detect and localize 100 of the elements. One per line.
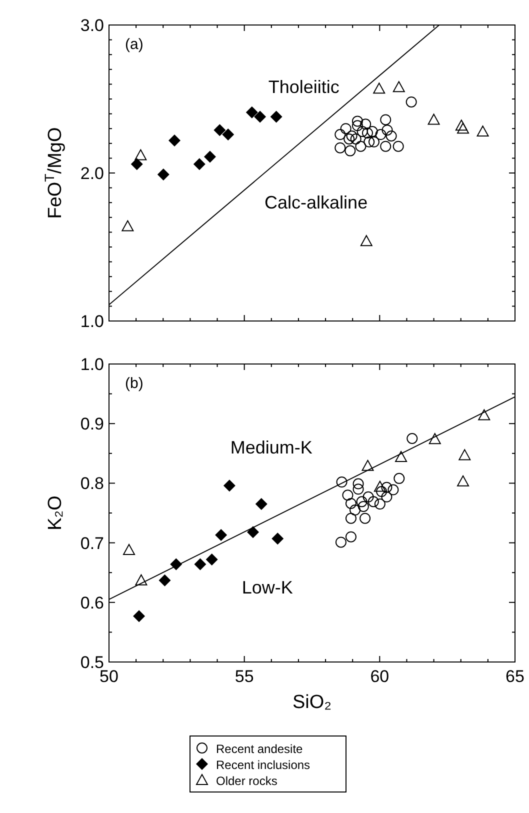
point bbox=[246, 526, 259, 538]
point bbox=[360, 235, 372, 246]
point bbox=[344, 145, 356, 156]
y-tick-label: 1.0 bbox=[80, 355, 104, 374]
point bbox=[380, 140, 392, 152]
legend-label: Recent inclusions bbox=[216, 758, 310, 772]
point bbox=[130, 158, 143, 170]
point bbox=[478, 409, 490, 420]
x-tick-label: 50 bbox=[100, 667, 118, 686]
point bbox=[123, 544, 136, 555]
point bbox=[194, 558, 206, 570]
point bbox=[345, 512, 356, 524]
y-tick-label: 1.0 bbox=[80, 312, 104, 331]
point bbox=[362, 491, 374, 502]
point bbox=[455, 120, 468, 131]
x-tick-label: 65 bbox=[506, 667, 524, 686]
point bbox=[352, 120, 363, 132]
y-axis-title: K₂O bbox=[45, 496, 66, 530]
point bbox=[345, 498, 356, 509]
point bbox=[206, 553, 218, 566]
point bbox=[345, 531, 356, 542]
annotation: Tholeiitic bbox=[268, 77, 340, 98]
point bbox=[340, 123, 352, 134]
point bbox=[134, 149, 147, 160]
y-tick-label: 0.8 bbox=[80, 474, 104, 494]
point bbox=[457, 475, 470, 486]
y-tick-label: 3.0 bbox=[80, 16, 104, 35]
point bbox=[381, 482, 392, 493]
point bbox=[428, 114, 440, 125]
annotation: Calc-alkaline bbox=[264, 192, 368, 213]
point bbox=[158, 574, 171, 586]
point bbox=[395, 450, 408, 462]
point bbox=[204, 150, 216, 163]
y-tick-label: 2.0 bbox=[80, 164, 104, 183]
point bbox=[133, 610, 146, 622]
point bbox=[272, 532, 284, 545]
point bbox=[428, 433, 441, 444]
legend-label: Recent andesite bbox=[216, 742, 304, 756]
point bbox=[388, 484, 399, 496]
point bbox=[394, 472, 405, 484]
point bbox=[373, 82, 386, 94]
point bbox=[355, 140, 366, 152]
point bbox=[214, 124, 226, 136]
point bbox=[358, 500, 369, 512]
point bbox=[246, 106, 258, 118]
point bbox=[344, 133, 355, 144]
point bbox=[366, 126, 378, 138]
point bbox=[350, 133, 362, 144]
point bbox=[360, 512, 371, 524]
point bbox=[386, 130, 397, 142]
point bbox=[223, 480, 236, 492]
point bbox=[193, 158, 206, 170]
point bbox=[368, 136, 380, 148]
x-tick-label: 55 bbox=[234, 667, 254, 686]
point bbox=[215, 529, 228, 542]
point bbox=[342, 490, 354, 501]
point bbox=[254, 110, 266, 123]
point bbox=[168, 134, 180, 146]
point bbox=[255, 498, 268, 510]
point bbox=[270, 110, 282, 123]
point bbox=[382, 124, 393, 136]
point bbox=[135, 574, 148, 586]
point bbox=[362, 128, 373, 139]
point bbox=[406, 96, 417, 108]
point bbox=[375, 129, 386, 140]
text: (a) bbox=[125, 36, 144, 53]
point bbox=[157, 168, 170, 180]
point bbox=[392, 81, 405, 92]
text: (b) bbox=[125, 375, 144, 392]
point bbox=[376, 486, 388, 498]
x-tick-label: 60 bbox=[370, 667, 390, 686]
point bbox=[346, 130, 358, 142]
point bbox=[356, 496, 368, 508]
point bbox=[392, 140, 404, 152]
point bbox=[352, 478, 364, 490]
point bbox=[380, 114, 392, 126]
point bbox=[458, 449, 471, 460]
point bbox=[362, 460, 374, 471]
y-tick-label: 0.6 bbox=[80, 593, 104, 612]
point bbox=[336, 476, 348, 488]
point bbox=[122, 220, 134, 232]
point bbox=[381, 491, 392, 502]
point bbox=[368, 496, 379, 508]
annotation: Low-K bbox=[242, 577, 293, 598]
point bbox=[222, 128, 234, 141]
point bbox=[350, 504, 361, 516]
point bbox=[356, 126, 368, 138]
legend-label: Older rocks bbox=[216, 774, 278, 788]
point bbox=[360, 118, 372, 130]
point bbox=[457, 122, 470, 134]
point bbox=[352, 116, 363, 127]
annotation: Medium-K bbox=[230, 437, 312, 458]
point bbox=[335, 536, 346, 548]
point bbox=[334, 129, 346, 140]
x-axis-title: SiO₂ bbox=[292, 692, 332, 713]
y-tick-label: 0.9 bbox=[80, 414, 104, 434]
point bbox=[374, 498, 386, 510]
point bbox=[476, 126, 489, 137]
point bbox=[334, 142, 346, 154]
point bbox=[364, 136, 375, 148]
